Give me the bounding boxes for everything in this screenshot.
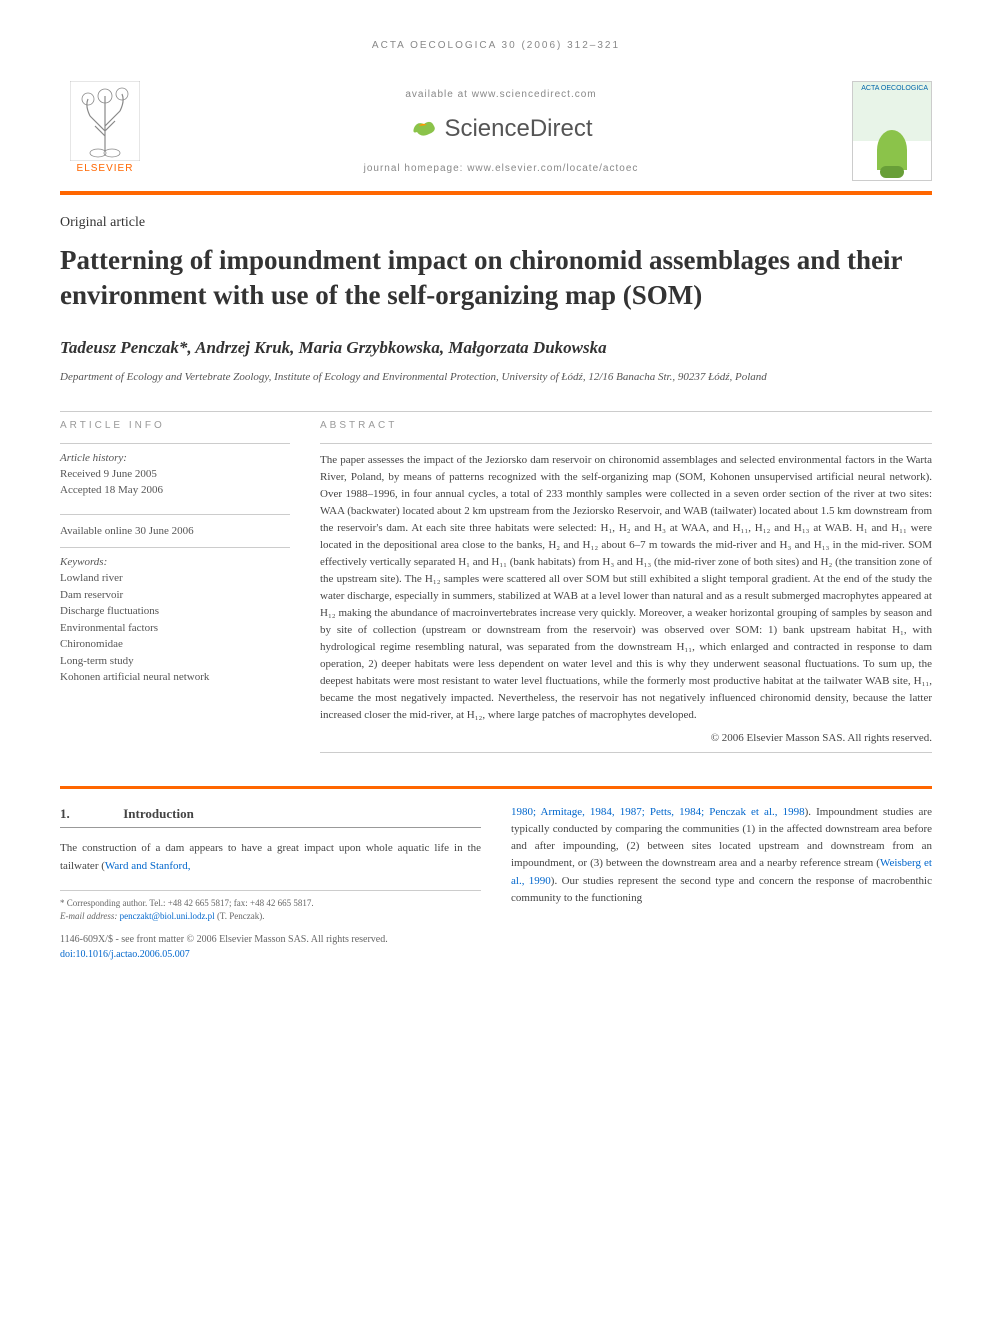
accepted-date: Accepted 18 May 2006 <box>60 482 290 499</box>
citation-link[interactable]: Ward and Stanford, <box>105 860 191 872</box>
section-heading: 1. Introduction <box>60 804 481 828</box>
affiliation: Department of Ecology and Vertebrate Zoo… <box>60 370 932 385</box>
corresponding-author: * Corresponding author. Tel.: +48 42 665… <box>60 897 481 911</box>
footer: 1146-609X/$ - see front matter © 2006 El… <box>60 932 932 962</box>
elsevier-text: ELSEVIER <box>77 163 134 174</box>
email-link[interactable]: penczakt@biol.uni.lodz.pl <box>120 911 215 921</box>
keyword: Environmental factors <box>60 620 290 637</box>
keywords-label: Keywords: <box>60 556 290 568</box>
journal-cover: ACTA OECOLOGICA <box>852 81 932 181</box>
abstract-head: ABSTRACT <box>320 420 932 431</box>
keyword: Dam reservoir <box>60 587 290 604</box>
running-header: ACTA OECOLOGICA 30 (2006) 312–321 <box>60 40 932 51</box>
abstract-text: The paper assesses the impact of the Jez… <box>320 452 932 725</box>
available-at: available at www.sciencedirect.com <box>150 89 852 100</box>
article-type: Original article <box>60 215 932 231</box>
keyword: Lowland river <box>60 570 290 587</box>
divider <box>60 443 290 444</box>
divider <box>320 752 932 753</box>
cover-title: ACTA OECOLOGICA <box>853 82 931 95</box>
keyword: Chironomidae <box>60 636 290 653</box>
sciencedirect-logo[interactable]: ScienceDirect <box>409 115 592 143</box>
divider <box>320 443 932 444</box>
sciencedirect-text: ScienceDirect <box>444 115 592 143</box>
divider <box>60 547 290 548</box>
section-number: 1. <box>60 804 120 824</box>
section-title: Introduction <box>123 806 194 821</box>
publisher-bar: ELSEVIER available at www.sciencedirect.… <box>60 81 932 181</box>
keyword: Kohonen artificial neural network <box>60 669 290 686</box>
sciencedirect-icon <box>409 116 439 141</box>
abstract-copyright: © 2006 Elsevier Masson SAS. All rights r… <box>320 732 932 744</box>
intro-paragraph: The construction of a dam appears to hav… <box>60 840 481 874</box>
citation-link[interactable]: 1980; Armitage, 1984, 1987; Petts, 1984;… <box>511 806 805 818</box>
divider <box>60 514 290 515</box>
online-date: Available online 30 June 2006 <box>60 523 290 540</box>
elsevier-logo: ELSEVIER <box>60 81 150 181</box>
journal-homepage: journal homepage: www.elsevier.com/locat… <box>150 163 852 174</box>
footnote: * Corresponding author. Tel.: +48 42 665… <box>60 890 481 924</box>
cover-figure-icon <box>877 130 907 170</box>
divider <box>60 411 932 412</box>
doi-link[interactable]: doi:10.1016/j.actao.2006.05.007 <box>60 947 932 962</box>
email-suffix: (T. Penczak). <box>215 911 265 921</box>
elsevier-tree-icon <box>70 81 140 161</box>
keyword: Long-term study <box>60 653 290 670</box>
email-label: E-mail address: <box>60 911 120 921</box>
divider-bar <box>60 191 932 195</box>
authors: Tadeusz Penczak*, Andrzej Kruk, Maria Gr… <box>60 338 932 358</box>
intro-paragraph: 1980; Armitage, 1984, 1987; Petts, 1984;… <box>511 804 932 906</box>
history-label: Article history: <box>60 452 290 464</box>
keyword: Discharge fluctuations <box>60 603 290 620</box>
article-title: Patterning of impoundment impact on chir… <box>60 243 932 313</box>
article-info-head: ARTICLE INFO <box>60 420 290 431</box>
divider-bar <box>60 786 932 789</box>
issn-line: 1146-609X/$ - see front matter © 2006 El… <box>60 932 932 947</box>
received-date: Received 9 June 2005 <box>60 466 290 483</box>
